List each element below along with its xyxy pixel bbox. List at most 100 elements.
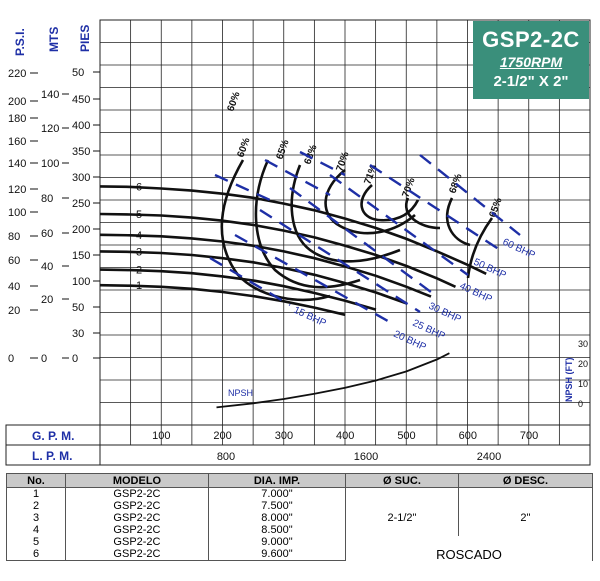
bhp-line: [209, 256, 291, 307]
row-model: GSP2-2C: [65, 548, 209, 561]
efficiency-contour: [446, 197, 471, 247]
row-model: GSP2-2C: [65, 487, 209, 500]
head-curves: 1 2 3 4 5 6: [99, 181, 487, 317]
impeller-curve-label: 6: [136, 181, 142, 193]
psi-tick: 200: [8, 96, 26, 108]
row-no: 4: [6, 524, 66, 536]
bhp-line: [264, 158, 331, 197]
bhp-line: [329, 174, 469, 276]
bhp-line: [259, 208, 421, 314]
pies-tick: 0: [72, 353, 78, 365]
npsh-curve: [216, 352, 450, 409]
row-model: GSP2-2C: [65, 524, 209, 536]
npsh-curve-group: NPSH 30 20 10 0 NPSH (FT): [216, 339, 588, 409]
mts-tick: 40: [41, 261, 53, 273]
lpm-tick: 2400: [477, 451, 501, 463]
model-title-box: GSP2-2C 1750RPM 2-1/2" X 2": [473, 21, 589, 99]
col-suc: Ø SUC.: [345, 473, 459, 488]
npsh-tick: 20: [578, 359, 588, 369]
mts-tick: 140: [41, 89, 59, 101]
mts-tick: 60: [41, 228, 53, 240]
efficiency-contour: [466, 217, 494, 279]
impeller-curve-1: [99, 283, 346, 317]
row-model: GSP2-2C: [65, 500, 209, 512]
psi-tick: 120: [8, 184, 26, 196]
pies-axis-title: PIES: [78, 25, 92, 52]
mts-tick: 80: [41, 193, 53, 205]
table-row: 3 GSP2-2C 8.000": [6, 512, 593, 524]
y-axis-titles: P.S.I. MTS PIES: [13, 25, 92, 56]
pump-curve-chart: P.S.I. MTS PIES 220200180160140120100806…: [5, 19, 591, 466]
bhp-label: 30 BHP: [427, 301, 463, 326]
lpm-tick: 800: [217, 451, 235, 463]
psi-tick: 0: [8, 353, 14, 365]
col-no: No.: [6, 473, 66, 488]
psi-tick: 20: [8, 305, 20, 317]
impeller-curve-3: [99, 250, 407, 305]
model-title: GSP2-2C: [482, 27, 580, 52]
col-desc: Ø DESC.: [457, 473, 594, 488]
row-no: 6: [6, 548, 66, 561]
pies-tick: 450: [72, 94, 90, 106]
desc-cell: [457, 487, 594, 500]
table-row: 6 GSP2-2C 9.600": [6, 548, 593, 561]
mts-tick: 20: [41, 294, 53, 306]
impeller-curve-label: 3: [136, 246, 142, 258]
lpm-axis-title: L. P. M.: [32, 449, 72, 463]
impeller-curve-label: 2: [136, 265, 142, 277]
psi-tick: 100: [8, 207, 26, 219]
pies-tick: 30: [72, 328, 84, 340]
efficiency-contour: [360, 184, 420, 222]
gpm-axis-title: G. P. M.: [32, 429, 74, 443]
efficiency-contour: [404, 197, 441, 230]
pies-tick: 400: [72, 120, 90, 132]
efficiency-contour: [324, 168, 416, 235]
row-dia: 7.000": [207, 487, 347, 500]
mts-axis-title: MTS: [47, 27, 61, 52]
table-row: 2 GSP2-2C 7.500" 2-1/2" 2": [6, 500, 594, 536]
discharge-size: 2": [457, 500, 594, 536]
mts-tick: 100: [41, 158, 59, 170]
gpm-tick: 700: [520, 430, 538, 442]
npsh-tick: 0: [578, 399, 583, 409]
gpm-tick: 400: [336, 430, 354, 442]
gpm-tick: 600: [459, 430, 477, 442]
npsh-tick: 30: [578, 339, 588, 349]
mts-tick: 120: [41, 123, 59, 135]
pies-tick: 100: [72, 276, 90, 288]
rpm-label: 1750RPM: [499, 54, 563, 70]
pies-tick: 350: [72, 146, 90, 158]
bhp-line: [214, 173, 271, 202]
row-dia: 7.500": [207, 500, 347, 512]
gpm-tick: 300: [275, 430, 293, 442]
pies-tick: 150: [72, 250, 90, 262]
efficiency-label: 70%: [334, 150, 351, 173]
impeller-curve-label: 4: [136, 230, 142, 242]
chart-grid: [99, 19, 591, 426]
size-label: 2-1/2" X 2": [493, 73, 569, 90]
psi-tick: 140: [8, 158, 26, 170]
suction-size: 2-1/2": [345, 500, 459, 536]
npsh-axis-title: NPSH (FT): [564, 358, 574, 403]
row-model: GSP2-2C: [65, 512, 209, 524]
bhp-line: [234, 233, 396, 327]
psi-tick: 40: [8, 281, 20, 293]
bhp-line: [299, 150, 346, 177]
bhp-line: [289, 187, 436, 296]
pies-tick: 250: [72, 198, 90, 210]
lpm-tick: 1600: [354, 451, 378, 463]
row-dia: 9.600": [207, 548, 347, 561]
row-dia: 8.000": [207, 512, 347, 524]
bhp-line: [369, 163, 501, 252]
pies-tick: 50: [72, 302, 84, 314]
table-row: 4 GSP2-2C 8.500": [6, 524, 593, 536]
flow-axes: G. P. M. L. P. M. 100 200 300 400 500 600 700 800…: [5, 424, 591, 466]
connection-type: ROSCADO: [345, 536, 593, 561]
table-row: 5 GSP2-2C 9.000" ROSCADO: [6, 536, 593, 561]
table-header-row: No. MODELO DIA. IMP. Ø SUC. Ø DESC.: [6, 473, 594, 488]
row-model: GSP2-2C: [65, 536, 209, 548]
col-modelo: MODELO: [65, 473, 209, 488]
bhp-line: [419, 154, 521, 236]
row-dia: 9.000": [207, 536, 347, 548]
y-axis-ticks: 2202001801601401201008060402001401201008…: [8, 67, 100, 365]
